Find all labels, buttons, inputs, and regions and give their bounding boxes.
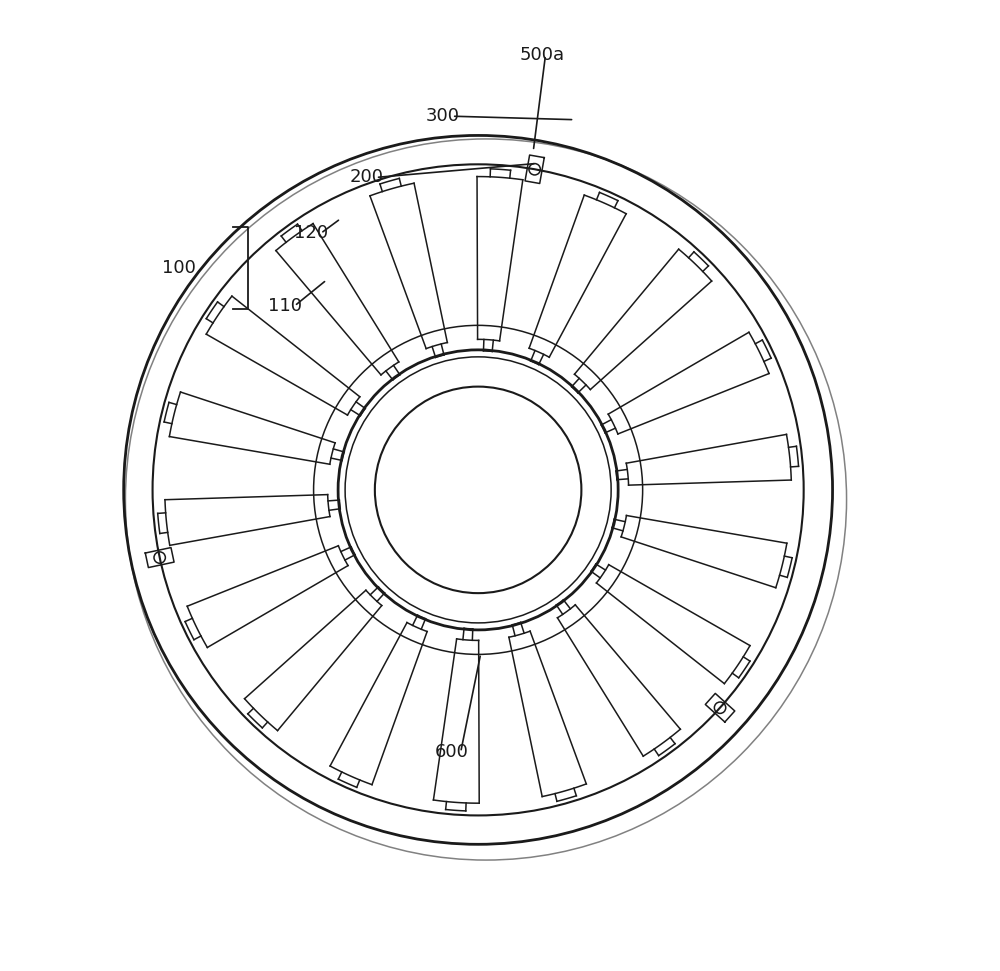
Text: 100: 100 [162, 259, 195, 278]
Text: 200: 200 [349, 168, 383, 186]
Text: 500a: 500a [519, 46, 564, 64]
Text: 300: 300 [426, 107, 460, 125]
Text: 110: 110 [268, 297, 302, 316]
Text: 120: 120 [294, 224, 328, 243]
Text: 600: 600 [434, 744, 468, 761]
